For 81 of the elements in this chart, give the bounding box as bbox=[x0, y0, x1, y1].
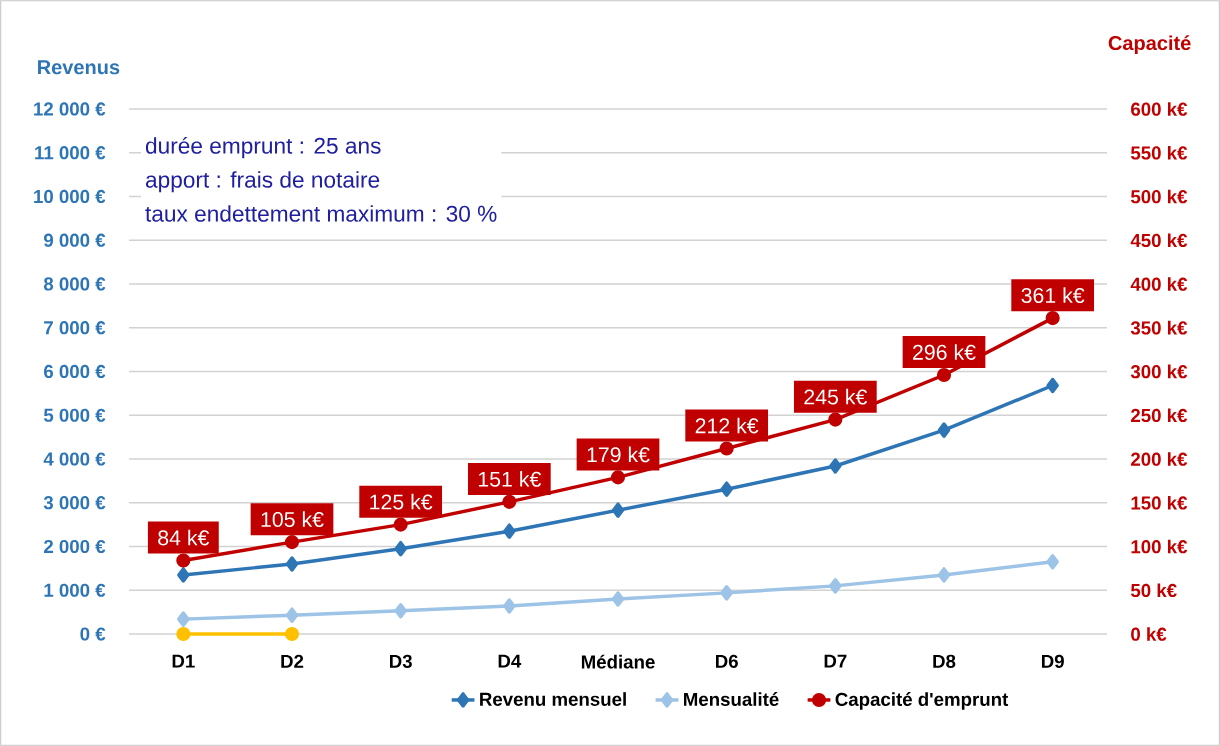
point bbox=[720, 585, 733, 601]
y-tick-label: 9 000 € bbox=[43, 233, 106, 247]
y-tick-label: 0 € bbox=[80, 627, 106, 641]
x-tick-label: D7 bbox=[824, 654, 847, 668]
point bbox=[284, 626, 300, 642]
point bbox=[1046, 377, 1059, 394]
point bbox=[611, 502, 625, 518]
y2-tick-label: 200 k€ bbox=[1131, 452, 1188, 466]
annotation: taux endettement maximum : 30 % bbox=[145, 205, 497, 222]
point bbox=[829, 458, 842, 474]
point bbox=[829, 578, 842, 594]
point bbox=[610, 470, 626, 485]
point bbox=[502, 494, 517, 509]
data-label: 179 k€ bbox=[587, 446, 650, 463]
y2-tick-label: 0 k€ bbox=[1131, 627, 1167, 641]
point bbox=[177, 567, 190, 583]
point bbox=[719, 441, 734, 456]
point bbox=[503, 598, 516, 614]
point bbox=[1046, 554, 1059, 570]
y-tick-label: 5 000 € bbox=[43, 408, 106, 422]
y2-tick-label: 350 k€ bbox=[1130, 320, 1188, 335]
y2-tick-label: 300 k€ bbox=[1130, 364, 1188, 379]
y2-tick-label: 150 k€ bbox=[1131, 495, 1188, 510]
point bbox=[503, 523, 516, 539]
data-label: 151 k€ bbox=[478, 471, 542, 487]
legend-label: Mensualité bbox=[684, 692, 779, 706]
y2-tick-label: 50 k€ bbox=[1130, 583, 1177, 598]
x-tick-label: D9 bbox=[1041, 654, 1064, 668]
y2-tick-label: 600 k€ bbox=[1131, 102, 1188, 116]
point bbox=[936, 367, 952, 383]
y-tick-label: 1 000 € bbox=[44, 583, 106, 597]
y-axis-title: Revenus bbox=[38, 60, 120, 75]
x-tick-label: D1 bbox=[172, 654, 195, 668]
y-tick-label: 8 000 € bbox=[43, 277, 106, 291]
y2-tick-label: 100 k€ bbox=[1131, 539, 1188, 554]
legend-label: Capacité d'emprunt bbox=[835, 692, 1009, 710]
x-tick-label: D6 bbox=[715, 654, 738, 668]
point bbox=[1045, 311, 1060, 326]
y2-axis-title: Capacité bbox=[1108, 35, 1191, 55]
data-label: 245 k€ bbox=[804, 388, 868, 405]
y-tick-label: 2 000 € bbox=[43, 539, 106, 554]
point bbox=[176, 626, 191, 642]
y-tick-label: 3 000 € bbox=[43, 496, 106, 510]
data-label: 84 k€ bbox=[158, 529, 210, 546]
legend-label: Revenu mensuel bbox=[480, 692, 626, 706]
point bbox=[394, 540, 407, 557]
y-tick-label: 11 000 € bbox=[35, 146, 106, 160]
data-label: 105 k€ bbox=[261, 511, 324, 528]
y2-tick-label: 500 k€ bbox=[1130, 189, 1188, 204]
point bbox=[394, 603, 407, 619]
annotation: apport : frais de notaire bbox=[145, 171, 380, 193]
point bbox=[285, 556, 299, 572]
point bbox=[720, 481, 733, 497]
x-tick-label: D4 bbox=[498, 654, 522, 668]
y-tick-label: 12 000 € bbox=[34, 102, 106, 116]
y2-tick-label: 400 k€ bbox=[1130, 277, 1188, 291]
x-tick-label: D3 bbox=[389, 654, 412, 668]
point bbox=[937, 567, 951, 583]
annotation: durée emprunt : 25 ans bbox=[145, 136, 381, 159]
point bbox=[285, 607, 299, 623]
point bbox=[284, 535, 300, 550]
point bbox=[393, 517, 408, 532]
point bbox=[177, 611, 190, 627]
y2-tick-label: 450 k€ bbox=[1130, 233, 1188, 248]
x-tick-label: Médiane bbox=[581, 654, 655, 669]
y2-tick-label: 550 k€ bbox=[1130, 145, 1188, 160]
data-label: 361 k€ bbox=[1021, 287, 1085, 304]
y2-tick-label: 250 k€ bbox=[1131, 408, 1188, 423]
x-tick-label: D8 bbox=[933, 654, 956, 668]
point bbox=[828, 412, 843, 427]
point bbox=[176, 553, 191, 568]
point bbox=[611, 591, 625, 607]
y-tick-label: 6 000 € bbox=[44, 364, 106, 379]
data-label: 125 k€ bbox=[370, 493, 433, 510]
point bbox=[937, 422, 951, 438]
y-tick-label: 10 000 € bbox=[34, 189, 106, 204]
y-tick-label: 7 000 € bbox=[44, 321, 106, 335]
data-label: 296 k€ bbox=[913, 344, 976, 360]
y-tick-label: 4 000 € bbox=[43, 452, 106, 466]
data-label: 212 k€ bbox=[695, 417, 759, 434]
x-tick-label: D2 bbox=[281, 654, 304, 668]
